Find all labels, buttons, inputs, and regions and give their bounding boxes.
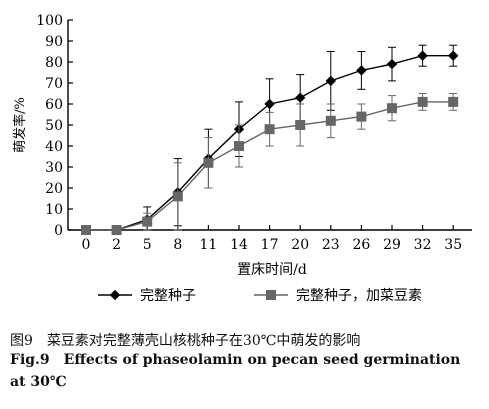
data-point <box>203 157 214 168</box>
series-group <box>80 44 459 236</box>
data-point <box>356 111 367 122</box>
data-point <box>386 58 398 70</box>
x-tick-label: 14 <box>230 237 248 253</box>
caption-cn-text: 菜豆素对完整薄壳山核桃种子在30℃中萌发的影响 <box>46 333 361 349</box>
caption-en-number: Fig.9 <box>10 352 50 368</box>
data-point <box>447 50 459 61</box>
x-tick-label: 32 <box>414 237 432 253</box>
x-tick-label: 29 <box>383 237 401 253</box>
x-tick-label: 17 <box>261 237 279 253</box>
legend-label: 完整种子，加菜豆素 <box>296 288 422 304</box>
data-point <box>417 96 428 107</box>
y-tick-label: 0 <box>54 223 63 239</box>
legend-marker <box>109 289 121 301</box>
data-point <box>387 103 397 114</box>
data-point <box>294 92 306 103</box>
x-tick-label: 2 <box>112 237 121 253</box>
data-point <box>264 98 275 110</box>
x-axis-label: 置床时间/d <box>237 262 307 278</box>
y-tick-label: 60 <box>45 97 63 113</box>
caption-chinese: 图9 菜豆素对完整薄壳山核桃种子在30℃中萌发的影响 <box>10 330 360 350</box>
x-tick-label: 5 <box>143 237 152 253</box>
x-tick-label: 20 <box>291 237 309 253</box>
data-point <box>356 65 367 76</box>
legend-marker <box>266 290 276 300</box>
y-tick-label: 80 <box>45 55 63 71</box>
x-tick-label: 23 <box>322 237 340 253</box>
y-tick-label: 50 <box>45 118 63 134</box>
caption-english-line2: at 30℃ <box>10 374 67 390</box>
data-point <box>325 75 337 87</box>
data-point <box>448 96 459 107</box>
x-tick-label: 0 <box>82 237 91 253</box>
caption-cn-number: 图9 <box>10 333 33 349</box>
data-point <box>325 115 336 126</box>
x-tick-label: 8 <box>173 237 182 253</box>
y-tick-label: 100 <box>36 13 63 29</box>
y-tick-label: 70 <box>45 76 63 92</box>
legend: 完整种子 完整种子，加菜豆素 <box>98 288 422 304</box>
y-axis-label: 萌发率/% <box>12 97 28 153</box>
x-tick-label: 35 <box>444 237 462 253</box>
y-tick-label: 30 <box>45 160 63 176</box>
x-tick-label: 11 <box>199 237 217 253</box>
caption-english: Fig.9 Effects of phaseolamin on pecan see… <box>10 352 460 368</box>
germination-chart: 0 10 20 30 40 50 60 70 80 90 100 0 2 5 8 11 14 17 20 23 26 2… <box>12 13 472 304</box>
data-point <box>295 120 306 130</box>
series-2 <box>81 93 459 235</box>
data-point <box>111 225 122 235</box>
data-point <box>234 141 244 151</box>
x-tick-label: 26 <box>352 237 370 253</box>
data-point <box>142 216 153 227</box>
data-point <box>81 225 91 235</box>
y-tick-label: 90 <box>45 34 63 50</box>
caption-en-text: Effects of phaseolamin on pecan seed ger… <box>63 352 461 368</box>
data-point <box>172 191 183 202</box>
y-tick-label: 40 <box>45 139 63 155</box>
y-ticks: 0 10 20 30 40 50 60 70 80 90 100 <box>36 13 73 239</box>
x-ticks: 0 2 5 8 11 14 17 20 23 26 29 32 35 <box>82 225 462 253</box>
data-point <box>264 124 275 135</box>
data-point <box>417 50 428 61</box>
y-tick-label: 10 <box>45 202 63 218</box>
legend-label: 完整种子 <box>140 288 196 304</box>
y-tick-label: 20 <box>45 181 63 197</box>
